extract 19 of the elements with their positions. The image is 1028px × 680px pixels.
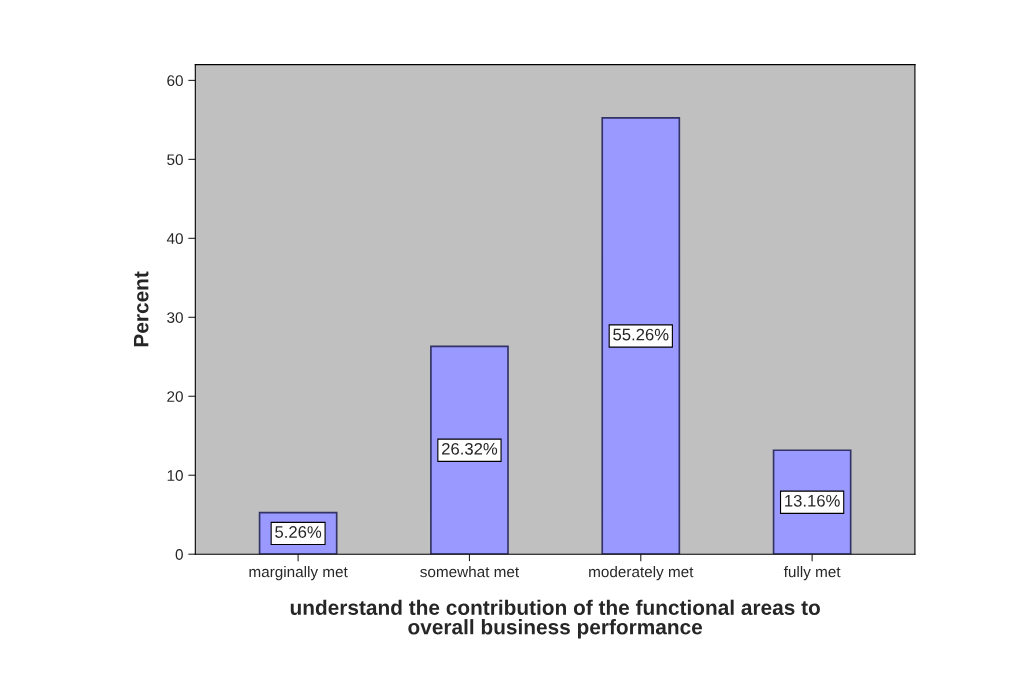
y-tick-label: 60 xyxy=(167,75,183,87)
y-axis-title: Percent xyxy=(133,271,149,347)
x-tick-label: somewhat met xyxy=(420,566,520,578)
y-tick-label: 10 xyxy=(167,470,183,481)
x-tick-label: fully met xyxy=(783,566,841,581)
data-label: 5.26% xyxy=(275,526,322,538)
x-tick-label: moderately met xyxy=(589,566,694,581)
bar xyxy=(601,116,681,555)
y-tick-label: 30 xyxy=(167,312,183,323)
y-tick-label: 40 xyxy=(166,233,183,245)
x-tick-label: marginally met xyxy=(249,566,348,581)
data-label: 55.26% xyxy=(613,328,669,341)
y-tick-label: 0 xyxy=(175,549,183,560)
bar xyxy=(430,345,509,555)
y-tick-label: 20 xyxy=(167,391,183,402)
x-axis-title: understand the contribution of the functional areas to overall business performance xyxy=(290,599,820,639)
data-label: 26.32% xyxy=(442,442,498,455)
y-tick-label: 50 xyxy=(167,154,183,166)
data-label: 13.16% xyxy=(785,494,840,507)
